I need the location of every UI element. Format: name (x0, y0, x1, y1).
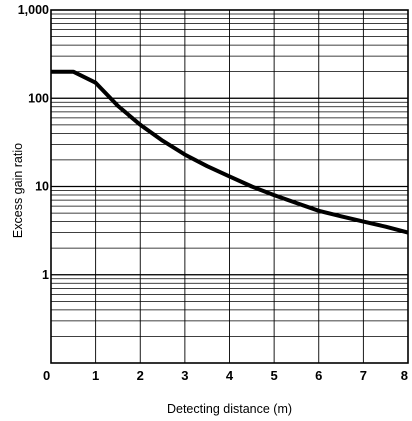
series-group (51, 69, 409, 235)
y-tick-labels: 1 10 100 1,000 (18, 3, 49, 282)
y-tick-label: 1 (42, 268, 49, 282)
x-tick-label: 4 (226, 368, 234, 383)
x-tick-label: 1 (92, 368, 99, 383)
x-tick-label: 6 (315, 368, 322, 383)
y-tick-label: 1,000 (18, 3, 49, 17)
x-axis-label: Detecting distance (m) (167, 402, 292, 416)
x-tick-label: 3 (181, 368, 188, 383)
x-tick-label: 5 (271, 368, 278, 383)
plot-frame (50, 9, 409, 364)
y-tick-label: 100 (28, 91, 49, 105)
y-tick-label: 10 (35, 180, 49, 194)
x-tick-label: 2 (137, 368, 144, 383)
x-tick-label: 8 (401, 368, 408, 383)
x-tick-label: 7 (360, 368, 367, 383)
x-tick-label: 0 (43, 368, 50, 383)
y-axis-label: Excess gain ratio (11, 143, 25, 238)
grid (51, 10, 408, 363)
x-tick-labels: 0 1 2 3 4 5 6 7 8 (43, 368, 408, 383)
series-line (51, 69, 409, 235)
